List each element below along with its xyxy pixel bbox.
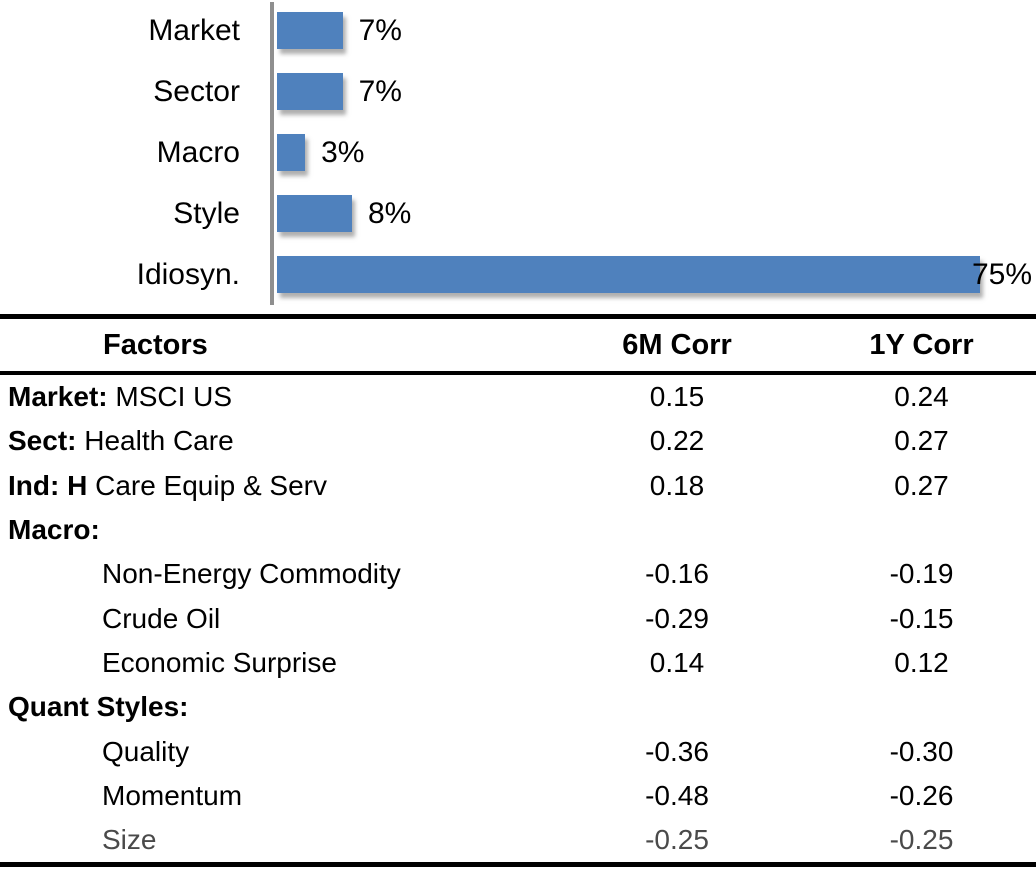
chart-bar-value-label: 8%	[367, 196, 412, 230]
factor-name: Non-Energy Commodity	[102, 558, 401, 590]
factor-name: Quant Styles:	[0, 691, 547, 723]
factor-name: Economic Surprise	[102, 646, 337, 678]
corr-6m-value: -0.29	[645, 602, 709, 634]
chart-bar-row: Macro 3%	[0, 122, 1036, 183]
table-row: Market: MSCI US 0.15 0.24	[0, 375, 1036, 419]
corr-1y-value: -0.26	[889, 779, 954, 811]
corr-1y-value: 0.27	[894, 425, 949, 457]
chart-category-label: Macro	[156, 135, 240, 169]
chart-bar-value-label: 7%	[358, 13, 402, 47]
corr-6m-value: -0.36	[645, 735, 709, 767]
chart-bar-value-label: 3%	[321, 135, 365, 169]
table-row: Non-Energy Commodity -0.16 -0.19	[0, 552, 1036, 596]
factor-name: Market: MSCI US	[8, 381, 233, 413]
factor-prefix: Sect:	[8, 425, 77, 457]
table-row: Crude Oil -0.29 -0.15	[0, 596, 1036, 640]
table-row: Momentum -0.48 -0.26	[0, 774, 1036, 818]
table-row: Sect: Health Care 0.22 0.27	[0, 419, 1036, 463]
table-row: Macro:	[0, 508, 1036, 552]
factor-name: Size	[102, 824, 157, 856]
table-header-row: Factors 6M Corr 1Y Corr	[0, 319, 1036, 375]
chart-bar-value-label: 7%	[358, 74, 402, 108]
chart-category-label: Style	[173, 196, 240, 230]
factor-name: Crude Oil	[102, 602, 221, 634]
corr-1y-value: -0.25	[889, 824, 954, 856]
factor-prefix: Ind: H	[8, 469, 88, 501]
factor-name: Quality	[102, 735, 190, 767]
corr-6m-value: 0.14	[649, 646, 705, 678]
corr-6m-value: -0.48	[645, 779, 709, 811]
chart-bar-value-label: 75%	[972, 257, 1033, 291]
corr-1y-value: -0.30	[889, 735, 954, 767]
factor-name: Macro:	[0, 514, 547, 546]
factor-name: Momentum	[102, 779, 243, 811]
corr-6m-value: -0.16	[645, 558, 709, 590]
factor-prefix: Quant Styles:	[8, 691, 189, 723]
header-1y-corr: 1Y Corr	[869, 328, 974, 361]
table-row: Quality -0.36 -0.30	[0, 729, 1036, 773]
chart-bar	[277, 134, 306, 171]
chart-bar-row: Style 8%	[0, 183, 1036, 244]
corr-6m-value: 0.15	[649, 381, 705, 413]
corr-6m-value: -0.25	[645, 824, 709, 856]
table-row: Quant Styles:	[0, 685, 1036, 729]
chart-category-label: Sector	[153, 74, 240, 108]
chart-category-label: Idiosyn.	[136, 257, 240, 291]
corr-1y-value: 0.24	[894, 381, 949, 413]
chart-bar-row: Idiosyn. 75%	[0, 244, 1036, 305]
chart-bar	[277, 12, 343, 49]
chart-axis-line	[270, 2, 274, 305]
corr-6m-value: 0.22	[649, 425, 705, 457]
table-row: Size -0.25 -0.25	[0, 818, 1036, 862]
chart-bar	[277, 256, 980, 293]
factor-name: Sect: Health Care	[8, 425, 234, 457]
corr-6m-value: 0.18	[649, 469, 705, 501]
chart-bar	[277, 73, 343, 110]
table-row: Ind: H Care Equip & Serv 0.18 0.27	[0, 464, 1036, 508]
chart-bar-row: Sector 7%	[0, 61, 1036, 122]
risk-decomposition-bar-chart: Market 7% Sector 7% Macro 3% Style 8% Idiosyn. 75…	[0, 0, 1036, 308]
header-6m-corr: 6M Corr	[622, 328, 732, 361]
factor-prefix: Market:	[8, 381, 108, 413]
factor-correlation-table: Factors 6M Corr 1Y Corr Market: MSCI US 0…	[0, 314, 1036, 868]
factor-prefix: Macro:	[8, 514, 100, 546]
corr-1y-value: -0.19	[889, 558, 954, 590]
factor-name: Ind: H Care Equip & Serv	[8, 469, 327, 501]
corr-1y-value: -0.15	[889, 602, 954, 634]
chart-category-label: Market	[148, 13, 240, 47]
table-row: Economic Surprise 0.14 0.12	[0, 641, 1036, 685]
chart-bar-row: Market 7%	[0, 0, 1036, 61]
header-factors: Factors	[103, 328, 208, 361]
corr-1y-value: 0.12	[894, 646, 949, 678]
chart-bar	[277, 195, 352, 232]
corr-1y-value: 0.27	[894, 469, 949, 501]
